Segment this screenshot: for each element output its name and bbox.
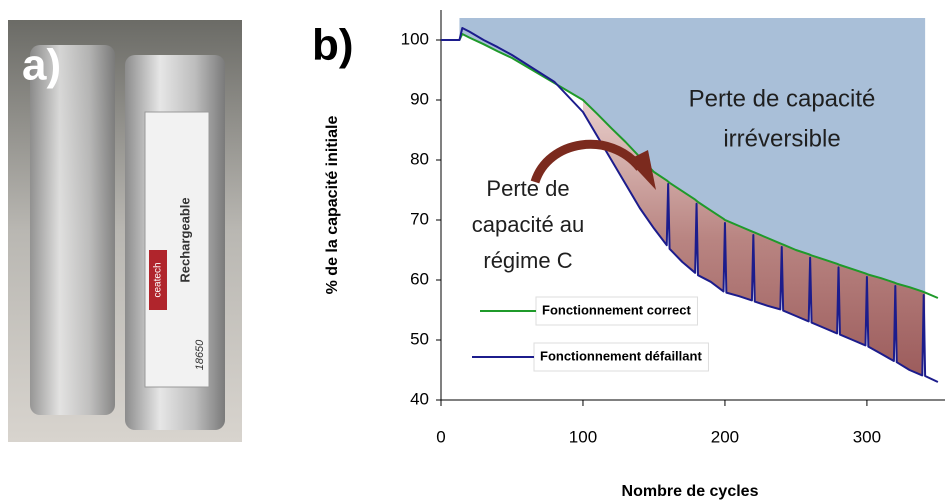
x-tick-label: 300 (853, 427, 881, 446)
y-tick-label: 50 (410, 329, 429, 348)
y-tick-label: 40 (410, 389, 429, 408)
arrow-head (628, 150, 656, 190)
arrow (530, 139, 644, 184)
y-tick-label: 70 (410, 209, 429, 228)
y-tick-label: 100 (401, 29, 429, 48)
legend-label: Fonctionnement défaillant (540, 348, 702, 363)
battery-type: 18650 (194, 339, 206, 370)
y-tick-label: 60 (410, 269, 429, 288)
battery-label (144, 111, 210, 388)
legend-label: Fonctionnement correct (542, 302, 691, 317)
y-tick-label: 80 (410, 149, 429, 168)
legend-box (533, 342, 709, 372)
x-axis-label: Nombre de cycles (622, 483, 759, 500)
photo: ceatech Rechargeable 18650 a) (8, 20, 242, 442)
annotation: irréversible (723, 125, 840, 152)
battery-back (30, 45, 115, 415)
x-tick-label: 100 (569, 427, 597, 446)
irreversible-loss-area (459, 18, 926, 293)
panel-label: b) (312, 21, 354, 70)
brand: ceatech (153, 262, 164, 297)
plot: 40 50 60 70 80 90 100 0 100 200 300 Perte de capaci… (401, 10, 945, 446)
series-line (441, 27, 939, 383)
annotation: Perte de capacité (689, 85, 876, 112)
panel-label: a) (22, 41, 61, 90)
x-tick-label: 200 (711, 427, 739, 446)
brand-patch (149, 250, 167, 310)
battery-text: Rechargeable (177, 197, 192, 282)
annotation: capacité au (472, 212, 585, 237)
y-axis-label: % de la capacité initiale (324, 116, 341, 295)
annotation: Perte de (486, 176, 569, 201)
annotation: régime C (483, 248, 572, 273)
legend-box (535, 296, 698, 326)
y-tick-label: 90 (410, 89, 429, 108)
x-tick-label: 0 (436, 427, 445, 446)
